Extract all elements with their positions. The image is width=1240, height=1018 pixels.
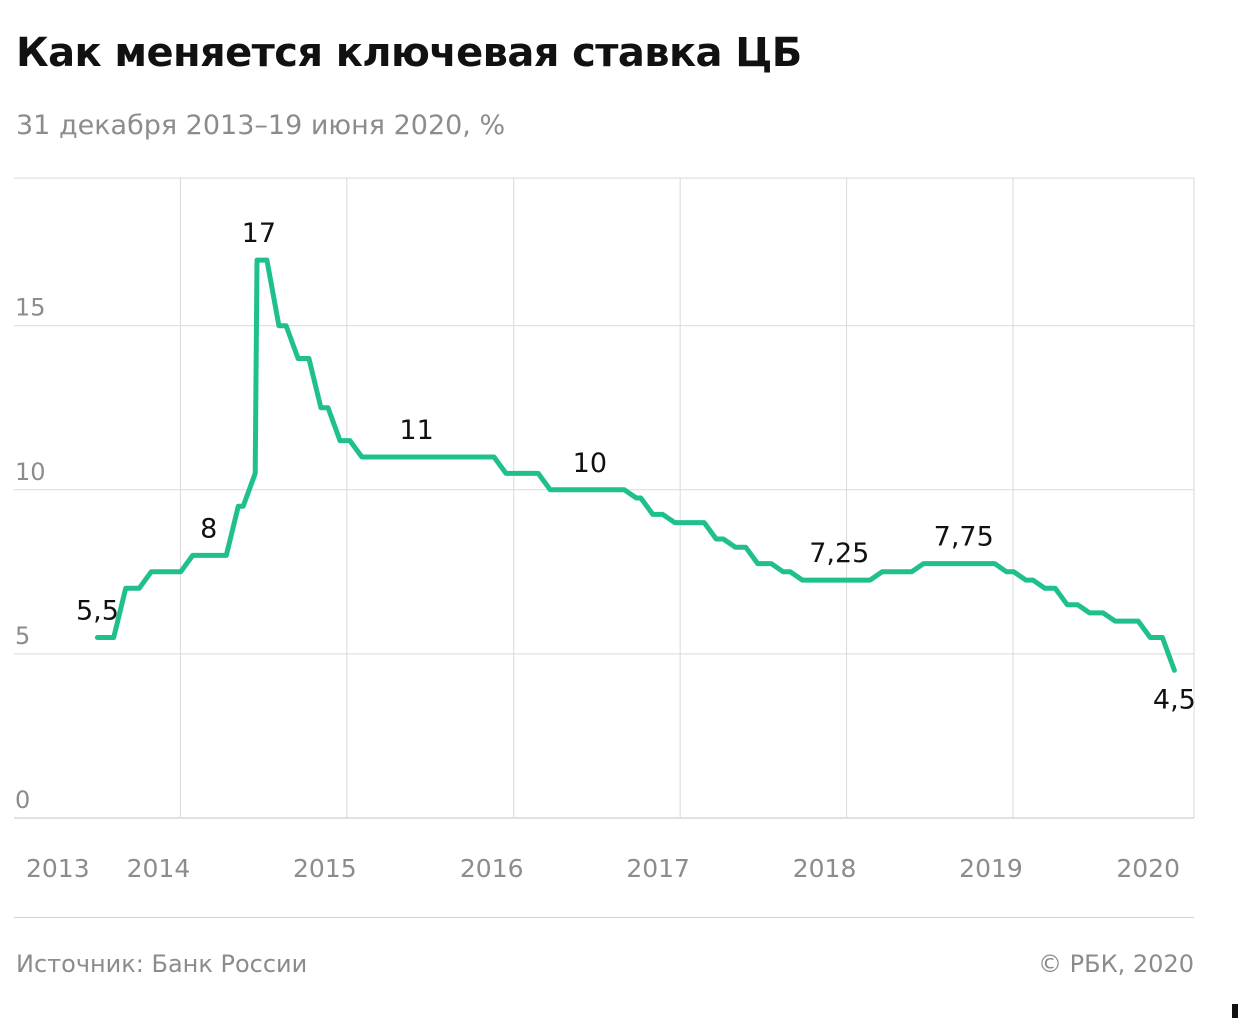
y-tick-label: 5 (15, 622, 30, 650)
data-label: 11 (399, 415, 433, 446)
x-tick-label: 2016 (460, 854, 524, 883)
data-label: 5,5 (76, 595, 119, 626)
data-label: 8 (200, 513, 217, 544)
y-tick-label: 0 (15, 786, 30, 814)
y-tick-label: 15 (15, 294, 46, 322)
x-tick-label: 2013 (26, 854, 90, 883)
source-note: Источник: Банк России (16, 950, 308, 978)
x-tick-label: 2014 (127, 854, 191, 883)
corner-mark (1232, 1004, 1238, 1018)
x-tick-label: 2019 (959, 854, 1023, 883)
copyright-note: © РБК, 2020 (1038, 950, 1194, 978)
data-label: 10 (573, 448, 607, 479)
x-tick-label: 2018 (793, 854, 857, 883)
x-tick-label: 2017 (626, 854, 690, 883)
x-tick-label: 2020 (1116, 854, 1180, 883)
x-tick-label: 2015 (293, 854, 357, 883)
chart-title: Как меняется ключевая ставка ЦБ (16, 30, 802, 76)
data-label: 7,25 (809, 538, 869, 569)
data-label: 7,75 (934, 522, 994, 553)
y-tick-label: 10 (15, 458, 46, 486)
chart-subtitle: 31 декабря 2013–19 июня 2020, % (16, 110, 506, 141)
footer-divider (14, 917, 1194, 918)
data-label: 17 (242, 218, 276, 249)
data-label: 4,5 (1153, 684, 1196, 715)
rate-line (94, 257, 1177, 673)
